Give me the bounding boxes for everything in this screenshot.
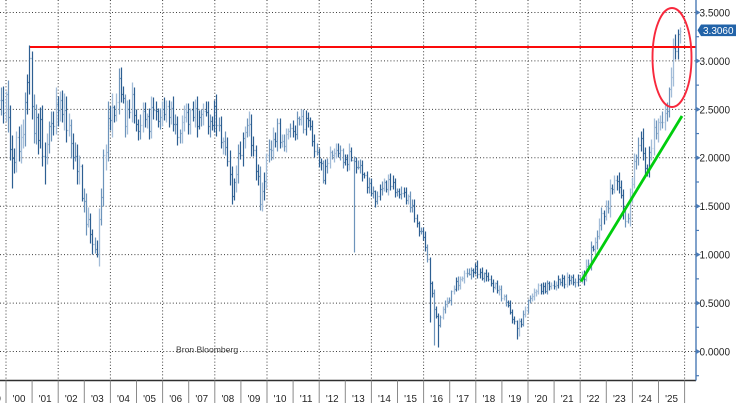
svg-text:'24: '24 — [639, 394, 652, 403]
svg-text:'99: '99 — [0, 394, 1, 403]
svg-text:'04: '04 — [117, 394, 130, 403]
svg-text:'11: '11 — [300, 394, 313, 403]
svg-text:0.0000: 0.0000 — [700, 346, 731, 358]
svg-text:'02: '02 — [65, 394, 78, 403]
svg-text:'00: '00 — [13, 394, 26, 403]
svg-text:2.5000: 2.5000 — [700, 104, 731, 116]
svg-text:'21: '21 — [561, 394, 574, 403]
svg-text:1.5000: 1.5000 — [700, 201, 731, 213]
svg-text:Bron Bloomberg: Bron Bloomberg — [176, 345, 238, 355]
svg-text:'25: '25 — [665, 394, 678, 403]
svg-text:'15: '15 — [404, 394, 417, 403]
svg-text:'16: '16 — [430, 394, 443, 403]
svg-text:'07: '07 — [195, 394, 208, 403]
svg-text:1.0000: 1.0000 — [700, 250, 731, 262]
svg-text:'23: '23 — [613, 394, 626, 403]
svg-text:'09: '09 — [248, 394, 261, 403]
svg-text:'18: '18 — [482, 394, 495, 403]
svg-text:'03: '03 — [91, 394, 104, 403]
svg-text:'06: '06 — [169, 394, 182, 403]
svg-text:'12: '12 — [326, 394, 339, 403]
svg-text:'14: '14 — [378, 394, 391, 403]
svg-text:'08: '08 — [221, 394, 234, 403]
svg-text:'22: '22 — [587, 394, 600, 403]
svg-text:3.5000: 3.5000 — [700, 7, 731, 19]
svg-text:3.0000: 3.0000 — [700, 56, 731, 68]
svg-text:'19: '19 — [509, 394, 522, 403]
svg-text:'17: '17 — [456, 394, 469, 403]
svg-text:'20: '20 — [535, 394, 548, 403]
svg-text:'13: '13 — [352, 394, 365, 403]
svg-text:0.5000: 0.5000 — [700, 298, 731, 310]
svg-text:2.0000: 2.0000 — [700, 153, 731, 165]
svg-text:3.3060: 3.3060 — [703, 26, 734, 37]
svg-text:'10: '10 — [274, 394, 287, 403]
svg-text:'01: '01 — [39, 394, 52, 403]
svg-text:'05: '05 — [143, 394, 156, 403]
